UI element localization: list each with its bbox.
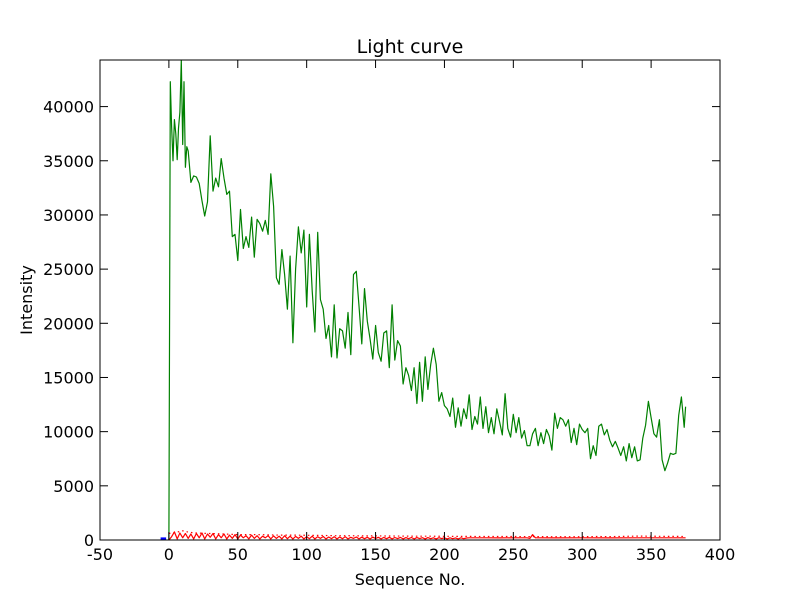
axis-ticks: -50 0 50 100 150 200 250 300 350 4000500010000150… bbox=[43, 60, 735, 564]
plot-area bbox=[160, 60, 687, 540]
x-axis-label: Sequence No. bbox=[355, 570, 466, 589]
y-tick-label: 10000 bbox=[43, 423, 94, 442]
y-tick-label: 15000 bbox=[43, 368, 94, 387]
x-tick-label: 200 bbox=[429, 545, 460, 564]
x-tick-label: 350 bbox=[636, 545, 667, 564]
x-tick-label: 50 bbox=[228, 545, 248, 564]
y-tick-label: 30000 bbox=[43, 206, 94, 225]
x-tick-label: -50 bbox=[87, 545, 113, 564]
x-tick-label: 250 bbox=[498, 545, 529, 564]
y-tick-label: 40000 bbox=[43, 98, 94, 117]
series-line-1 bbox=[168, 60, 687, 540]
y-axis-label: Intensity bbox=[17, 265, 36, 335]
y-tick-label: 20000 bbox=[43, 314, 94, 333]
plot-frame bbox=[99, 59, 721, 541]
y-tick-label: 5000 bbox=[53, 477, 94, 496]
chart-title: Light curve bbox=[357, 36, 464, 58]
series-line-2 bbox=[168, 531, 686, 540]
series-line-3 bbox=[168, 530, 686, 538]
x-tick-label: 100 bbox=[291, 545, 322, 564]
x-tick-label: 0 bbox=[164, 545, 174, 564]
x-tick-label: 400 bbox=[705, 545, 736, 564]
x-tick-label: 300 bbox=[567, 545, 598, 564]
y-tick-label: 0 bbox=[84, 531, 94, 550]
y-tick-label: 35000 bbox=[43, 152, 94, 171]
y-tick-label: 25000 bbox=[43, 260, 94, 279]
x-tick-label: 150 bbox=[360, 545, 391, 564]
